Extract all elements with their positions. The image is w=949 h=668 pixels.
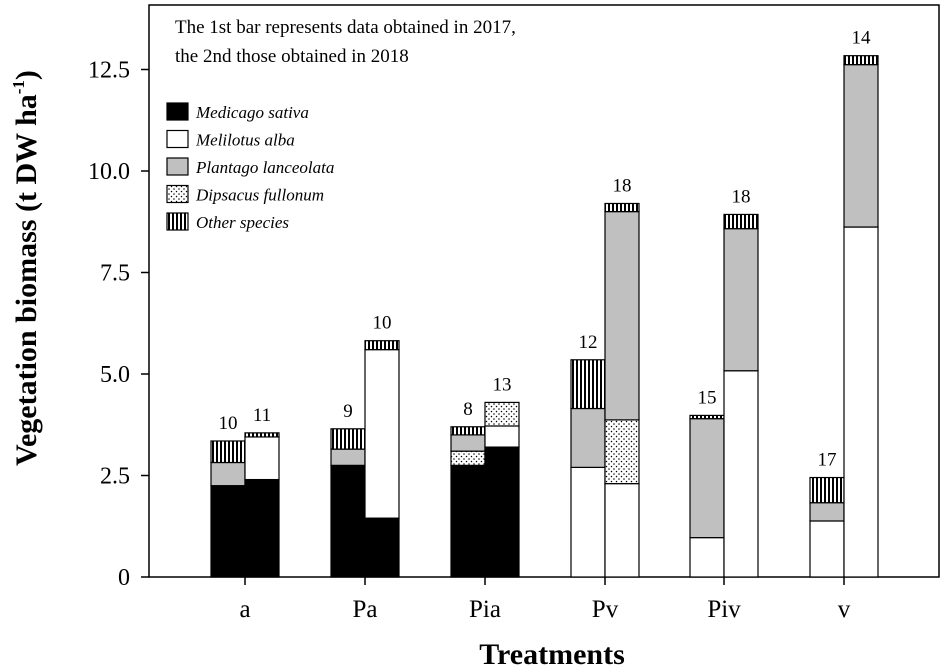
bar-count-label: 12 — [579, 332, 598, 353]
legend-swatch-dipsacus — [166, 184, 189, 204]
y-tick-label: 2.5 — [100, 464, 130, 490]
x-tick-label: a — [239, 596, 250, 623]
bar-segment-a-2018-melilotus — [244, 436, 280, 481]
bar-segment-pia-2017-medicago — [450, 464, 486, 578]
bar-segment-v-2017-other — [809, 476, 845, 504]
bar-count-label: 18 — [732, 186, 751, 207]
bar-segment-piv-2018-other — [723, 213, 759, 230]
bar-count-label: 10 — [373, 313, 392, 334]
bar-segment-v-2018-melilotus — [843, 226, 879, 578]
legend-swatch-medicago — [166, 102, 189, 121]
bar-segment-piv-2018-melilotus — [723, 370, 759, 578]
bar-segment-pv-2018-other — [604, 202, 640, 213]
legend-label-other: Other species — [196, 213, 289, 232]
bar-segment-a-2018-other — [244, 432, 280, 438]
legend-swatch-plantago — [166, 157, 189, 176]
bar-segment-pv-2018-dipsacus — [604, 419, 640, 485]
bar-segment-pa-2017-other — [330, 428, 366, 450]
x-tick-label: Pa — [353, 596, 378, 623]
note-line-2: the 2nd those obtained in 2018 — [175, 46, 409, 67]
bar-segment-piv-2017-plantago — [689, 418, 725, 539]
bar-segment-pv-2017-other — [570, 359, 606, 410]
x-axis-title: Treatments — [479, 638, 625, 668]
y-axis-title: Vegetation biomass (t DW ha-1) — [9, 70, 43, 466]
bar-count-label: 15 — [698, 387, 717, 408]
y-tick-label: 0 — [118, 565, 130, 591]
x-axis: a Pa Pia Pv Piv v — [239, 577, 851, 623]
legend-swatch-melilotus — [166, 129, 189, 149]
bar-segment-a-2017-medicago — [210, 485, 246, 578]
bar-segment-pia-2018-dipsacus — [484, 401, 520, 427]
legend: Medicago sativa Melilotus alba Plantago la… — [166, 102, 334, 232]
y-tick-label: 7.5 — [100, 261, 130, 287]
plot-frame — [148, 4, 940, 578]
legend-label-dipsacus: Dipsacus fullonum — [195, 186, 324, 205]
bar-segment-pia-2018-medicago — [484, 446, 520, 578]
bar-count-label: 18 — [613, 175, 632, 196]
y-axis: 0 2.5 5.0 7.5 10.0 12.5 — [88, 58, 149, 591]
bar-segment-pv-2017-plantago — [570, 407, 606, 468]
bar-count-label: 10 — [219, 413, 238, 434]
bar-count-label: 13 — [493, 374, 512, 395]
bar-segment-a-2018-medicago — [244, 478, 280, 578]
bar-count-label: 11 — [253, 405, 271, 426]
bar-segment-piv-2018-plantago — [723, 228, 759, 372]
bar-segment-v-2017-melilotus — [809, 520, 845, 578]
bar-segment-pa-2018-other — [364, 340, 400, 351]
bar-segment-pia-2017-dipsacus — [450, 450, 486, 466]
bar-segment-v-2017-plantago — [809, 502, 845, 522]
x-tick-label: v — [838, 596, 851, 623]
y-tick-label: 10.0 — [88, 159, 130, 185]
bar-count-label: 14 — [852, 28, 872, 49]
legend-label-melilotus: Melilotus alba — [195, 131, 295, 150]
bar-count-label: 8 — [463, 399, 473, 420]
bar-segment-pia-2017-other — [450, 426, 486, 436]
y-axis-title-main: Vegetation biomass (t DW ha — [10, 94, 43, 466]
bar-segment-pa-2017-plantago — [330, 448, 366, 466]
legend-label-plantago: Plantago lanceolata — [195, 158, 334, 177]
x-tick-label: Pia — [469, 596, 501, 623]
y-axis-title-close: ) — [10, 70, 43, 80]
y-tick-label: 12.5 — [88, 58, 130, 84]
bar-segment-a-2017-other — [210, 440, 246, 464]
legend-label-medicago: Medicago sativa — [195, 103, 309, 122]
bar-segment-v-2018-other — [843, 55, 879, 66]
bar-series: 10 11 9 10 8 13 12 18 15 18 17 14 — [210, 28, 879, 578]
bar-segment-pa-2018-melilotus — [364, 349, 400, 519]
bar-segment-pa-2018-medicago — [364, 517, 400, 578]
x-tick-label: Pv — [592, 596, 619, 623]
bar-segment-v-2018-plantago — [843, 64, 879, 228]
bar-segment-pia-2018-melilotus — [484, 425, 520, 448]
x-tick-label: Piv — [707, 596, 741, 623]
bar-segment-pia-2017-plantago — [450, 434, 486, 452]
bar-segment-a-2017-plantago — [210, 461, 246, 487]
bar-segment-pv-2018-melilotus — [604, 483, 640, 578]
legend-swatch-other — [166, 212, 189, 231]
bar-segment-pa-2017-medicago — [330, 464, 366, 578]
bar-segment-pv-2018-plantago — [604, 211, 640, 421]
bar-segment-piv-2017-other — [689, 414, 725, 420]
bar-count-label: 17 — [818, 450, 837, 471]
y-tick-label: 5.0 — [100, 362, 130, 388]
bar-segment-piv-2017-melilotus — [689, 537, 725, 578]
bar-count-label: 9 — [343, 401, 353, 422]
y-axis-title-sup: -1 — [9, 80, 28, 94]
bar-segment-pv-2017-melilotus — [570, 466, 606, 578]
note-line-1: The 1st bar represents data obtained in … — [175, 17, 516, 38]
